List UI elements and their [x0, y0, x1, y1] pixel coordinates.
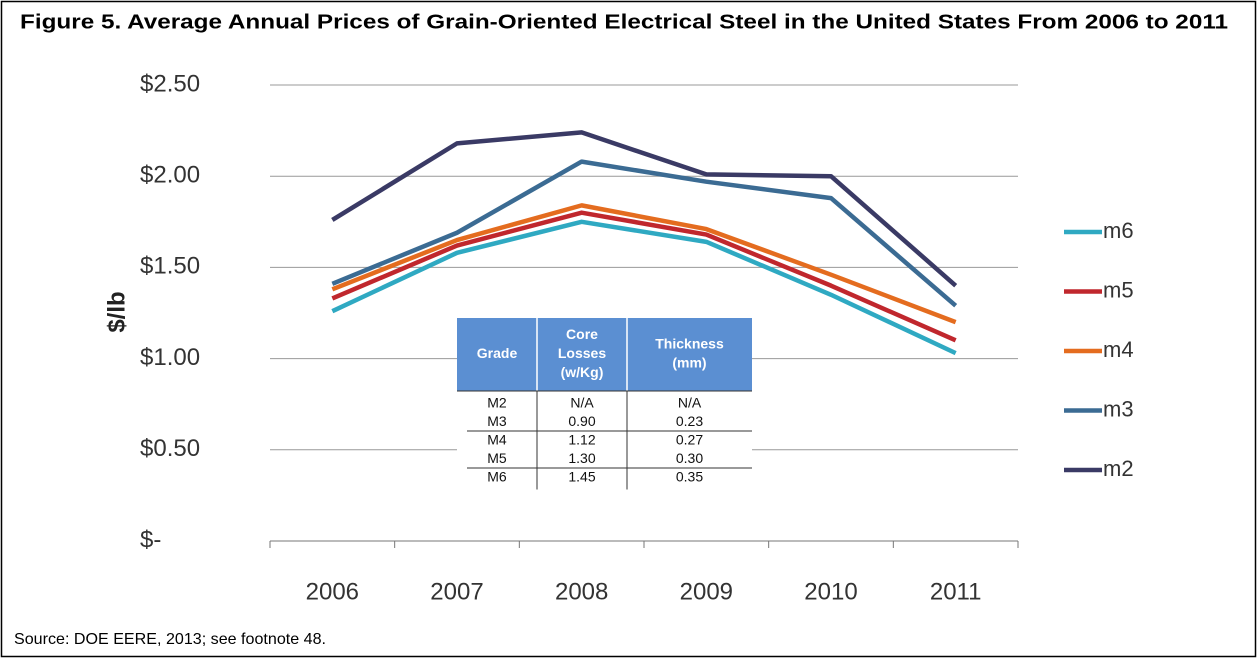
table-header-text: Thickness [655, 336, 724, 352]
legend-label: m2 [1103, 456, 1134, 481]
table-cell: 0.30 [676, 450, 703, 466]
table-cell: 1.45 [568, 469, 595, 485]
table-cell: 0.35 [676, 469, 703, 485]
table-cell: 1.12 [568, 432, 595, 448]
y-tick-label: $2.50 [140, 70, 200, 97]
table-cell: M5 [487, 450, 507, 466]
table-cell: M2 [487, 395, 507, 411]
table-cell: 0.23 [676, 413, 703, 429]
y-tick-label: $2.00 [140, 162, 200, 189]
source-note: Source: DOE EERE, 2013; see footnote 48. [14, 631, 326, 648]
x-tick-label: 2008 [555, 578, 608, 605]
table-header-text: Core [566, 326, 598, 342]
table-header-text: Grade [477, 345, 518, 361]
table-cell: 1.30 [568, 450, 595, 466]
table-cell: N/A [678, 395, 702, 411]
y-tick-label: $1.00 [140, 344, 200, 371]
series-line [331, 203, 957, 325]
legend-label: m3 [1103, 396, 1134, 421]
table-header-text: (w/Kg) [561, 364, 604, 380]
table-cell: 0.27 [676, 432, 703, 448]
legend-label: m5 [1103, 277, 1134, 302]
chart-title: Figure 5. Average Annual Prices of Grain… [20, 11, 1228, 33]
table-cell: 0.90 [568, 413, 595, 429]
x-tick-label: 2011 [930, 578, 982, 605]
table-cell: M3 [487, 413, 507, 429]
series-line [331, 130, 958, 288]
table-cell: M4 [487, 432, 507, 448]
series-line [331, 210, 957, 343]
y-tick-label: $- [140, 526, 161, 553]
series-line [331, 219, 957, 356]
y-axis-label: $/lb [103, 291, 130, 332]
y-tick-label: $0.50 [140, 435, 200, 462]
table-cell: N/A [570, 395, 594, 411]
table-header-text: Losses [558, 345, 606, 361]
legend-label: m4 [1103, 337, 1134, 362]
y-tick-label: $1.50 [140, 253, 200, 280]
x-tick-label: 2007 [430, 578, 483, 605]
table-cell: M6 [487, 469, 507, 485]
table-header [457, 318, 752, 391]
table-header-text: (mm) [672, 355, 706, 371]
x-tick-label: 2009 [680, 578, 733, 605]
x-tick-label: 2006 [306, 578, 359, 605]
x-tick-label: 2010 [804, 578, 857, 605]
legend-label: m6 [1103, 218, 1134, 243]
series-line [331, 159, 958, 308]
